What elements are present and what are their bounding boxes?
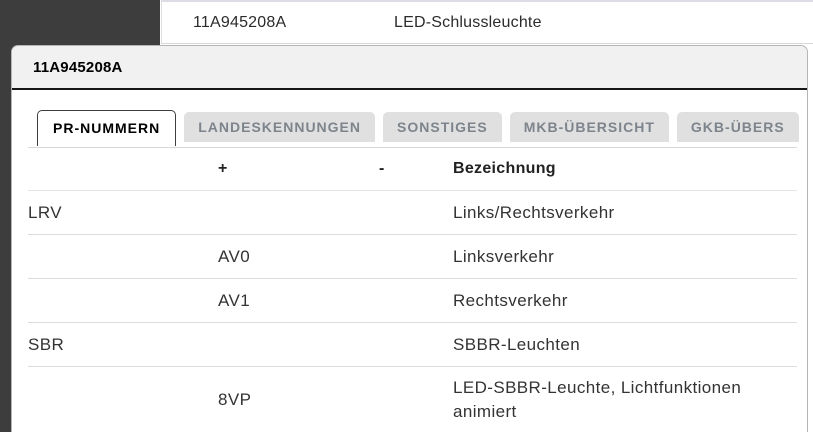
cell-plus: AV1 xyxy=(218,290,251,310)
part-number: 11A945208A xyxy=(193,13,287,31)
table-body: LRV Links/Rechtsverkehr AV0 Linksverkehr AV1… xyxy=(28,191,797,432)
header-bezeichnung: Bezeichnung xyxy=(453,160,556,177)
part-name: LED-Schlussleuchte xyxy=(394,13,542,31)
header-minus: - xyxy=(379,160,385,177)
cell-family: SBR xyxy=(28,334,65,354)
tab-gkb-bers[interactable]: GKB-ÜBERS xyxy=(676,112,799,142)
table-row: SBR SBBR-Leuchten xyxy=(28,323,797,367)
cell-plus: AV0 xyxy=(218,246,251,266)
part-details-panel: 11A945208A PR-NUMMERN LANDESKENNUNGEN SONS… xyxy=(11,45,808,432)
cell-family: LRV xyxy=(28,202,62,222)
table-row: LRV Links/Rechtsverkehr xyxy=(28,191,797,235)
panel-title: 11A945208A xyxy=(33,58,123,76)
parts-list-row[interactable]: 11A945208A LED-Schlussleuchte xyxy=(161,0,813,44)
tab-pr-nummern[interactable]: PR-NUMMERN xyxy=(37,110,177,146)
panel-header: 11A945208A xyxy=(12,46,807,90)
cell-name: Links/Rechtsverkehr xyxy=(453,202,615,222)
cell-name: Linksverkehr xyxy=(453,246,555,266)
cell-name: SBBR-Leuchten xyxy=(453,334,581,354)
table-header-row: + - Bezeichnung xyxy=(28,148,797,191)
cell-name: Rechtsverkehr xyxy=(453,290,568,310)
table-row: AV0 Linksverkehr xyxy=(28,235,797,279)
panel-body: PR-NUMMERN LANDESKENNUNGEN SONSTIGES MKB-ÜB… xyxy=(12,90,807,432)
cell-name: LED-SBBR-Leuchte, Lichtfunktionen animie… xyxy=(453,378,742,421)
cell-plus: 8VP xyxy=(218,390,252,409)
pr-number-table: + - Bezeichnung LRV Links/Rechtsverkehr AV… xyxy=(28,148,797,432)
header-plus: + xyxy=(218,160,228,177)
table-row: 8VP LED-SBBR-Leuchte, Lichtfunktionen ani… xyxy=(28,367,797,432)
tab-bar: PR-NUMMERN LANDESKENNUNGEN SONSTIGES MKB-ÜB… xyxy=(28,110,799,148)
tab-mkb-bersicht[interactable]: MKB-ÜBERSICHT xyxy=(509,112,669,142)
table-row: AV1 Rechtsverkehr xyxy=(28,279,797,323)
tab-sonstiges[interactable]: SONSTIGES xyxy=(383,112,502,142)
tab-landeskennungen[interactable]: LANDESKENNUNGEN xyxy=(184,112,376,142)
